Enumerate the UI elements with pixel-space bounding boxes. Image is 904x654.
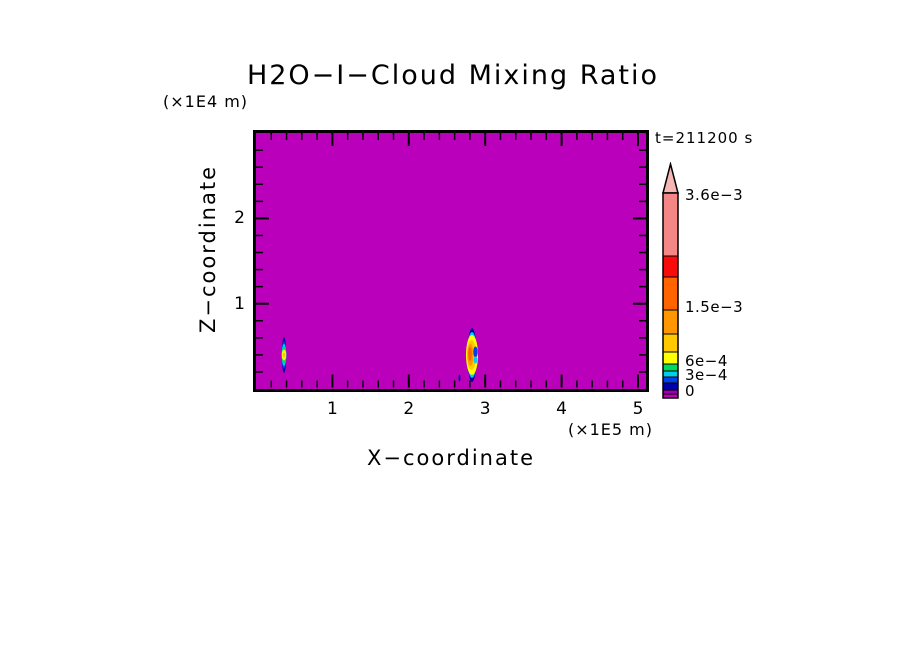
z-axis-unit-label: (×1E4 m) [163,92,249,111]
page-title: H2O−I−Cloud Mixing Ratio [246,60,660,91]
colorbar-segment [662,389,679,395]
colorbar-segment [662,333,679,353]
colorbar-tick-label: 3.6e−3 [685,186,744,204]
time-annotation: t=211200 s [655,129,754,147]
colorbar-segment [662,255,679,278]
colorbar-tick-label: 6e−4 [685,352,728,370]
cloud-feature-right [473,346,478,358]
colorbar-segment [662,351,679,365]
colorbar-arrow [662,162,679,194]
x-tick-label: 3 [479,399,491,419]
colorbar-segment [662,276,679,311]
z-axis-title: Z−coordinate [196,165,220,333]
cloud-feature-left [282,352,286,358]
colorbar-segment [662,309,679,335]
cloud-feature-right [468,347,472,361]
plot-area [253,130,649,392]
plot-frame [253,130,649,392]
colorbar-tick-label: 1.5e−3 [685,298,744,316]
colorbar-segment [662,370,679,378]
x-axis-unit-label: (×1E5 m) [567,420,653,439]
x-tick-label: 1 [326,399,338,419]
colorbar-tick-label: 3e−4 [685,366,728,384]
x-axis-title: X−coordinate [367,446,535,470]
z-tick-label: 2 [234,208,245,229]
colorbar-border [662,192,679,399]
colorbar-segment [662,376,679,384]
z-tick-label: 1 [234,293,245,314]
colorbar-segment [662,363,679,372]
x-tick-label: 5 [632,399,644,419]
cloud-feature-right [473,356,478,364]
colorbar [662,162,679,399]
x-tick-label: 4 [556,399,567,419]
colorbar-tick-label: 0 [685,382,696,400]
cloud-fragment [458,374,461,382]
x-tick-label: 2 [403,399,415,419]
colorbar-segment [662,382,679,391]
colorbar-segment [662,192,679,257]
